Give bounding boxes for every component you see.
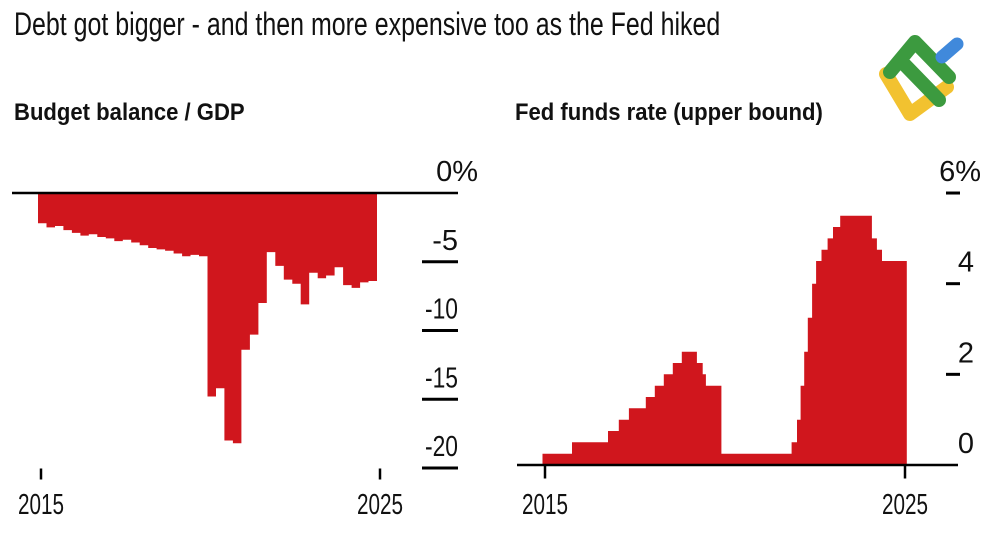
y-axis-label: -15: [425, 362, 458, 394]
left-chart-title: Budget balance / GDP: [14, 99, 245, 126]
y-axis-label: 0: [958, 428, 974, 460]
budget-balance-area: [38, 193, 377, 444]
y-axis-label: 2: [958, 337, 974, 369]
logo-green-mark-icon: [883, 35, 956, 107]
y-axis-label: -10: [425, 294, 458, 326]
logo-blue-tip-icon: [935, 37, 964, 64]
fed-funds-chart: 6% 4 2 0 2015 2025: [517, 156, 981, 521]
right-chart-title: Fed funds rate (upper bound): [515, 99, 823, 126]
x-axis-label: 2025: [882, 489, 928, 521]
headline: Debt got bigger - and then more expensiv…: [14, 6, 721, 42]
budget-balance-chart: 0% -5 -10 -15 -20 2015 2025: [12, 156, 478, 521]
litefinance-logo: [879, 35, 964, 121]
y-axis-label: -5: [432, 225, 458, 257]
fed-funds-area: [542, 215, 907, 465]
x-axis-label: 2015: [522, 489, 568, 521]
x-axis-label: 2015: [18, 489, 64, 521]
x-axis-label: 2025: [357, 489, 403, 521]
y-axis-label: 6%: [939, 156, 981, 188]
y-axis-label: -20: [425, 431, 458, 463]
y-axis-label: 0%: [436, 156, 478, 188]
y-axis-label: 4: [958, 247, 974, 279]
